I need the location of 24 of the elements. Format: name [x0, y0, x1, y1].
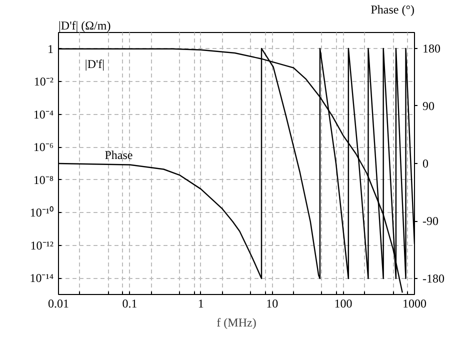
y2-tick-label: 180	[422, 41, 440, 56]
y-tick-label: 10⁻¹⁰	[30, 206, 54, 220]
y2-tick-label: -180	[422, 272, 444, 286]
x-tick-label: 1	[198, 296, 204, 310]
y-tick-label: 10⁻¹²	[30, 238, 54, 252]
y-tick-label: 1	[48, 42, 54, 56]
x-tick-label: 0.1	[122, 296, 138, 310]
x-tick-label: 10	[266, 296, 278, 310]
y-tick-label: 10⁻⁸	[33, 172, 54, 187]
y2-axis-title: Phase (°)	[370, 2, 415, 16]
y2-tick-label: 0	[422, 156, 428, 170]
y-tick-label: 10⁻²	[34, 74, 54, 89]
series-label: Phase	[104, 148, 133, 162]
x-tick-label: 0.01	[48, 296, 69, 310]
y2-tick-label: -90	[422, 214, 438, 228]
y2-tick-label: 90	[422, 98, 434, 113]
y-tick-label: 10⁻¹⁴	[30, 271, 54, 286]
y-tick-label: 10⁻⁴	[33, 107, 54, 122]
x-tick-label: 100	[334, 296, 352, 310]
y-axis-title: |D'f| (Ω/m)	[58, 18, 111, 32]
series-label: |D'f|	[84, 56, 105, 71]
y-tick-label: 10⁻⁶	[33, 140, 54, 154]
x-axis-title: f (MHz)	[216, 316, 256, 330]
x-tick-label: 1000	[402, 296, 426, 310]
